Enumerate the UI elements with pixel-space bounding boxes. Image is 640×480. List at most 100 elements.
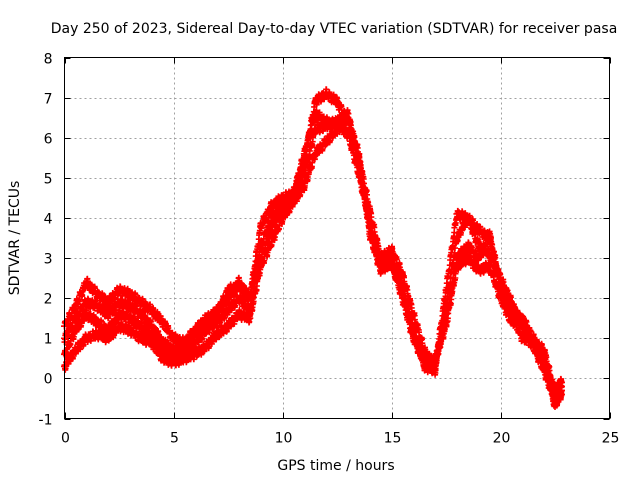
data-point [257, 254, 265, 262]
data-point [442, 314, 450, 322]
data-point [191, 338, 199, 346]
data-point [453, 210, 461, 218]
data-point [213, 318, 221, 326]
y-tick-label: 6 [44, 132, 53, 148]
data-point [93, 318, 101, 326]
y-tick-label: 0 [44, 372, 53, 388]
data-point [311, 98, 319, 106]
data-point [137, 334, 145, 342]
data-point [202, 326, 210, 334]
x-tick-label: 0 [61, 431, 70, 447]
data-point [82, 278, 90, 286]
data-point [126, 314, 134, 322]
data-point [235, 294, 243, 302]
data-point [71, 346, 79, 354]
x-axis-label: GPS time / hours [277, 458, 394, 474]
data-point [126, 302, 134, 310]
data-point [191, 350, 199, 358]
y-tick-label: 1 [44, 332, 53, 348]
data-point [311, 126, 319, 134]
data-point [558, 382, 565, 390]
x-tick-label: 5 [170, 431, 179, 447]
y-tick-label: 2 [44, 292, 53, 308]
y-tick-label: 5 [44, 172, 53, 188]
y-tick-label: 3 [44, 252, 53, 268]
data-point [333, 118, 341, 126]
data-point [464, 214, 472, 222]
data-point [202, 342, 210, 350]
data-point [311, 110, 319, 118]
data-point [93, 302, 101, 310]
data-point [82, 310, 90, 318]
data-point [475, 266, 483, 274]
grid [64, 57, 610, 419]
data-point [486, 262, 494, 270]
data-point [224, 306, 232, 314]
data-point [159, 318, 167, 326]
data-point [475, 254, 483, 262]
data-point [431, 358, 439, 366]
data-point [115, 310, 123, 318]
x-tick-label: 15 [384, 431, 402, 447]
data-point [235, 310, 243, 318]
data-point [333, 98, 341, 106]
axes: -1 0 1 2 3 4 5 6 7 8 0 5 10 15 20 25 [39, 52, 620, 447]
data-point [235, 278, 243, 286]
data-point [104, 334, 112, 342]
data-point [453, 234, 461, 242]
data-point [322, 138, 330, 146]
data-point [464, 242, 472, 250]
data-point [388, 254, 395, 262]
y-tick-label: 7 [44, 92, 53, 108]
y-axis-label: SDTVAR / TECUs [7, 181, 23, 296]
data-point [529, 338, 537, 346]
data-point [300, 170, 308, 178]
data-point [420, 354, 428, 362]
data-point [71, 314, 79, 322]
data-point [137, 322, 145, 330]
data-point [126, 290, 134, 298]
series-line [61, 112, 565, 409]
data-point [322, 122, 330, 130]
data-point [104, 310, 112, 318]
plot-frame [64, 57, 610, 419]
data-point [279, 202, 286, 210]
data-point [224, 294, 232, 302]
data-point [137, 298, 145, 306]
data-point [551, 390, 559, 398]
chart-title: Day 250 of 2023, Sidereal Day-to-day VTE… [51, 21, 618, 37]
data-point [431, 366, 439, 374]
data-point [322, 90, 330, 98]
data-point [366, 222, 374, 230]
data-point [104, 298, 112, 306]
data-point [93, 330, 101, 338]
y-tick-label: 4 [44, 212, 53, 228]
data-point [104, 326, 112, 334]
data-point [93, 290, 101, 298]
data-point [126, 326, 134, 334]
data-point [257, 222, 265, 230]
data-point [453, 254, 461, 262]
data-point [409, 330, 417, 338]
data-point [170, 354, 177, 362]
series-layer [61, 86, 565, 410]
data-point [170, 334, 177, 342]
data-point [148, 306, 156, 314]
data-point [464, 254, 472, 262]
data-point [300, 150, 308, 158]
data-point [507, 310, 515, 318]
data-point [268, 226, 276, 234]
data-point [377, 262, 385, 270]
data-point [289, 194, 297, 202]
series-trace-d [61, 107, 565, 400]
data-point [518, 314, 526, 322]
data-point [486, 230, 494, 238]
data-point [115, 298, 123, 306]
data-point [246, 306, 254, 314]
data-point [148, 330, 156, 338]
x-tick-label: 25 [602, 431, 620, 447]
data-point [180, 350, 188, 358]
data-point [213, 330, 221, 338]
data-point [311, 150, 319, 158]
